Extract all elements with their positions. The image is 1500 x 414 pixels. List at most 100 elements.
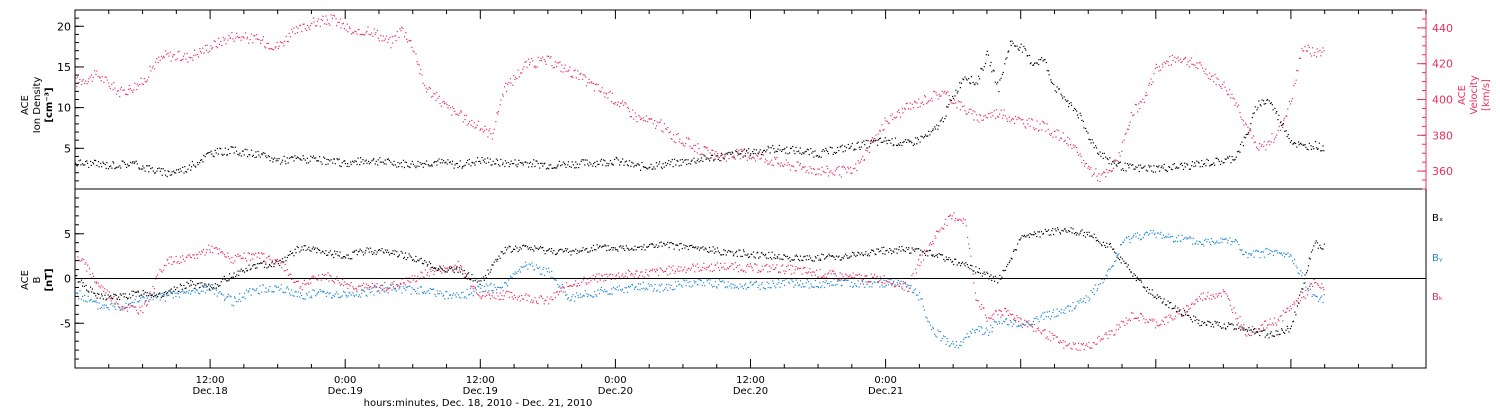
velocity-series-point xyxy=(1190,57,1193,59)
bz-series-point xyxy=(799,267,801,270)
by-series-point xyxy=(355,294,357,296)
bx-series-point xyxy=(581,249,583,252)
bz-series-point xyxy=(132,305,134,308)
bz-series-point xyxy=(603,280,605,282)
density-series-point xyxy=(1032,64,1034,66)
density-series-point xyxy=(1220,160,1223,162)
velocity-series-point xyxy=(706,146,708,149)
bz-series-point xyxy=(589,277,591,279)
density-series-point xyxy=(858,146,860,148)
velocity-series-point xyxy=(294,33,296,35)
density-series-point xyxy=(899,144,901,146)
velocity-series-point xyxy=(790,165,793,167)
velocity-series-point xyxy=(89,76,91,78)
bz-series-point xyxy=(1197,300,1199,302)
density-series-point xyxy=(665,164,667,167)
by-series-point xyxy=(746,286,749,289)
velocity-series-point xyxy=(779,165,781,167)
density-series-point xyxy=(865,139,867,142)
by-series-point xyxy=(914,288,916,290)
bz-series-point xyxy=(644,271,647,274)
by-series-point xyxy=(1167,236,1169,238)
by-series-point xyxy=(1132,236,1134,238)
by-series-point xyxy=(795,279,797,281)
bz-series-point xyxy=(1037,327,1040,329)
bx-series-point xyxy=(375,253,377,255)
velocity-series-point xyxy=(914,101,916,103)
density-series-point xyxy=(634,164,636,167)
bz-series-point xyxy=(77,256,79,258)
bz-series-point xyxy=(274,258,276,261)
velocity-series-point xyxy=(722,153,724,156)
density-series-point xyxy=(807,149,809,151)
bz-series-point xyxy=(1322,286,1324,289)
velocity-series-point xyxy=(1169,56,1171,58)
by-series-point xyxy=(900,280,902,283)
density-series-point xyxy=(1206,158,1208,160)
velocity-series-point xyxy=(908,108,910,110)
bz-series-point xyxy=(678,266,680,268)
bz-series-point xyxy=(1174,315,1177,317)
bz-series-point xyxy=(862,278,864,281)
bx-series-point xyxy=(232,276,235,278)
density-series-point xyxy=(230,146,232,148)
bz-series-point xyxy=(88,267,91,270)
density-series-point xyxy=(128,165,130,167)
velocity-series-point xyxy=(1074,145,1076,147)
density-series-point xyxy=(592,165,594,167)
velocity-series-point xyxy=(1177,56,1179,58)
density-series-point xyxy=(425,160,428,162)
by-series-point xyxy=(1106,275,1108,277)
bz-series-point xyxy=(738,264,741,266)
bx-series-point xyxy=(566,248,569,250)
by-series-point xyxy=(284,291,286,293)
bz-series-point xyxy=(857,274,859,276)
velocity-series-point xyxy=(1162,66,1164,68)
density-series-point xyxy=(1101,152,1104,154)
bz-series-point xyxy=(965,225,967,227)
velocity-series-point xyxy=(582,74,584,76)
by-series-point xyxy=(772,282,774,284)
density-series-point xyxy=(1217,158,1219,161)
by-series-point xyxy=(1137,237,1140,239)
velocity-series-point xyxy=(778,163,780,165)
density-series-point xyxy=(1292,143,1294,145)
bz-series-point xyxy=(381,288,384,291)
by-series-point xyxy=(488,290,490,292)
density-series-point xyxy=(790,147,792,150)
bz-series-point xyxy=(1210,294,1212,296)
density-series-point xyxy=(265,155,267,157)
density-series-point xyxy=(870,142,872,145)
by-series-point xyxy=(1170,235,1172,238)
bz-series-point xyxy=(677,270,679,272)
density-series-point xyxy=(234,146,236,148)
bz-series-point xyxy=(779,271,782,273)
density-series-point xyxy=(1097,152,1099,154)
density-series-point xyxy=(607,164,609,167)
by-series-point xyxy=(112,305,114,307)
bx-series-point xyxy=(433,267,435,270)
by-series-point xyxy=(539,266,541,268)
by-series-point xyxy=(249,287,251,290)
density-series-point xyxy=(564,164,566,166)
velocity-series-point xyxy=(670,138,672,140)
velocity-series-point xyxy=(650,118,652,120)
bz-series-point xyxy=(107,297,110,299)
velocity-series-point xyxy=(546,55,548,57)
density-series-point xyxy=(946,106,948,108)
density-series-point xyxy=(1307,149,1309,151)
density-series-point xyxy=(1198,162,1200,164)
velocity-series-point xyxy=(572,77,574,79)
bz-series-point xyxy=(437,269,439,271)
bz-series-point xyxy=(415,280,418,282)
density-series-point xyxy=(169,174,171,176)
by-series-point xyxy=(739,283,741,285)
velocity-series-point xyxy=(1255,146,1258,148)
bx-series-point xyxy=(504,252,506,254)
velocity-series-point xyxy=(877,133,879,135)
by-series-point xyxy=(764,287,766,290)
bz-series-point xyxy=(256,256,258,258)
velocity-series-point xyxy=(368,33,370,35)
density-series-point xyxy=(1242,145,1245,147)
velocity-series-point xyxy=(1315,56,1318,58)
